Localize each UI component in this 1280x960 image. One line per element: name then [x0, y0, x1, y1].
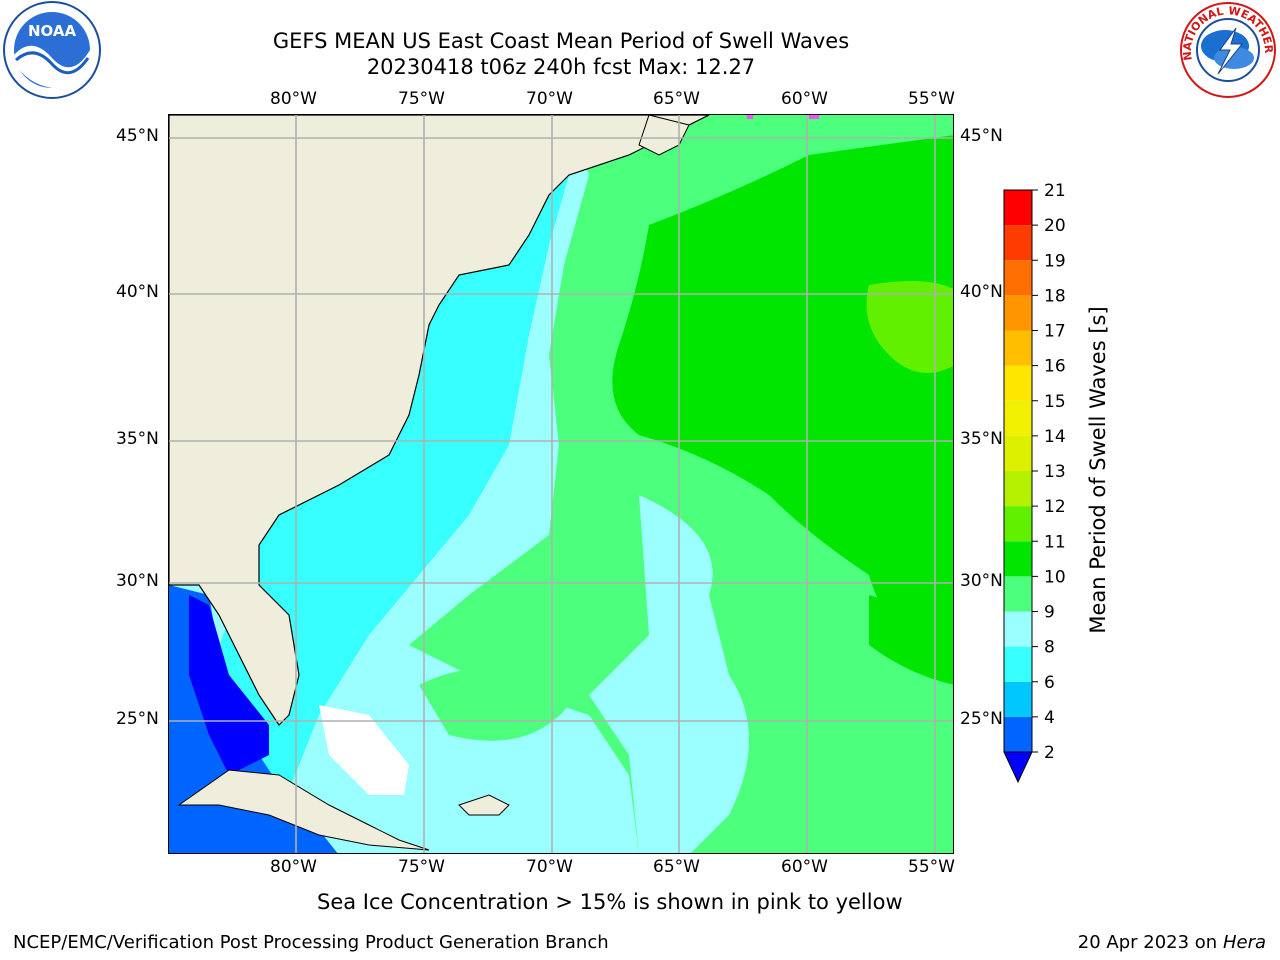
lon-tick-bottom: 60°W [781, 857, 828, 877]
colorbar-label: 11 [1044, 532, 1066, 552]
colorbar-label: 17 [1044, 322, 1066, 342]
lon-tick-bottom: 65°W [653, 857, 700, 877]
lon-tick-bottom: 75°W [398, 857, 445, 877]
colorbar-segment [1004, 190, 1032, 226]
lon-tick-top: 65°W [653, 89, 700, 109]
colorbar-segment [1004, 611, 1032, 647]
lon-tick-top: 80°W [270, 89, 317, 109]
ocean-8-9s-patch [589, 495, 749, 853]
colorbar-label: 20 [1044, 216, 1066, 236]
lon-tick-bottom: 55°W [908, 857, 955, 877]
colorbar-segment [1004, 260, 1032, 296]
nova-scotia [638, 115, 690, 156]
lat-tick-left: 35°N [116, 429, 159, 449]
lon-tick-top: 55°W [908, 89, 955, 109]
map-panel [168, 114, 954, 854]
colorbar-segment [1004, 716, 1032, 752]
us-landmass [169, 115, 710, 726]
lon-tick-bottom: 70°W [526, 857, 573, 877]
colorbar-segment [1004, 365, 1032, 401]
footer-credit: NCEP/EMC/Verification Post Processing Pr… [13, 932, 609, 953]
colorbar-segment [1004, 506, 1032, 542]
colorbar-label: 18 [1044, 286, 1066, 306]
colorbar-segment [1004, 400, 1032, 436]
lat-tick-right: 30°N [960, 571, 1003, 591]
colorbar-segment [1004, 435, 1032, 471]
lat-tick-right: 35°N [960, 429, 1003, 449]
hispaniola [458, 794, 510, 816]
colorbar-segment [1004, 576, 1032, 612]
lat-tick-left: 30°N [116, 571, 159, 591]
colorbar-label: 15 [1044, 392, 1066, 412]
colorbar-label: 10 [1044, 567, 1066, 587]
colorbar-segment [1004, 681, 1032, 717]
colorbar-segment [1004, 295, 1032, 331]
swell-period-map [169, 115, 953, 853]
lat-tick-left: 25°N [116, 709, 159, 729]
graticule [169, 115, 953, 853]
lat-tick-right: 40°N [960, 282, 1003, 302]
lat-tick-left: 40°N [116, 282, 159, 302]
colorbar-label: 8 [1044, 638, 1055, 658]
chart-title: GEFS MEAN US East Coast Mean Period of S… [272, 29, 850, 53]
colorbar-title: Mean Period of Swell Waves [s] [1086, 306, 1110, 634]
cuba [177, 769, 430, 851]
colorbar-under-arrow [1003, 751, 1033, 784]
lon-tick-top: 75°W [398, 89, 445, 109]
colorbar-label: 4 [1044, 708, 1055, 728]
lat-tick-right: 45°N [960, 126, 1003, 146]
colorbar-segment [1004, 225, 1032, 261]
chart-subtitle: 20230418 t06z 240h fcst Max: 12.27 [366, 55, 756, 79]
gulf-below-2s [189, 595, 269, 775]
noaa-logo: NOAA [2, 0, 102, 100]
colorbar-label: 6 [1044, 673, 1055, 693]
ocean-10-11s-patch [869, 577, 953, 685]
colorbar-label: 13 [1044, 462, 1066, 482]
colorbar: 2 4 6 8 9 10 11 12 13 14 15 16 17 18 19 20 21 [1003, 182, 1066, 784]
sea-ice-note: Sea Ice Concentration > 15% is shown in … [317, 890, 903, 914]
footer-date-text: 20 Apr 2023 on [1077, 932, 1223, 953]
ocean-10-11s [612, 135, 953, 675]
colorbar-label: 16 [1044, 357, 1066, 377]
lat-tick-right: 25°N [960, 709, 1003, 729]
lon-tick-bottom: 80°W [270, 857, 317, 877]
sea-ice-mark [747, 115, 753, 119]
bahamas-banks [319, 705, 409, 795]
colorbar-label: 19 [1044, 251, 1066, 271]
colorbar-segment [1004, 646, 1032, 682]
ocean-11-12s [866, 281, 953, 373]
nws-logo: NATIONAL WEATHER SERVICE [1174, 0, 1278, 100]
colorbar-label: 14 [1044, 427, 1066, 447]
colorbar-segment [1004, 330, 1032, 366]
footer-host: Hera [1222, 932, 1266, 953]
lat-tick-left: 45°N [116, 126, 159, 146]
colorbar-segment [1004, 471, 1032, 507]
svg-text:NOAA: NOAA [28, 22, 77, 40]
colorbar-label: 21 [1044, 182, 1066, 201]
colorbar-segment [1004, 541, 1032, 577]
ocean-9-10s-patch [419, 669, 569, 741]
lon-tick-top: 70°W [526, 89, 573, 109]
colorbar-label: 2 [1044, 743, 1055, 763]
footer-date: 20 Apr 2023 on Hera [1078, 932, 1266, 953]
sea-ice-mark [809, 115, 819, 119]
lon-tick-top: 60°W [781, 89, 828, 109]
colorbar-label: 12 [1044, 497, 1066, 517]
colorbar-label: 9 [1044, 603, 1055, 623]
